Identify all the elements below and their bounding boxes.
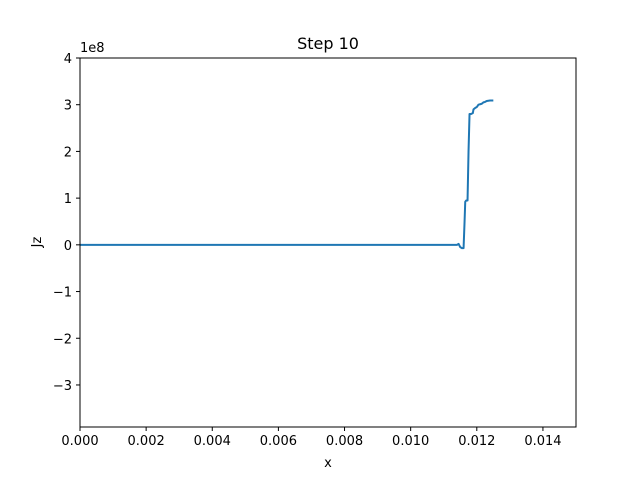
series-line <box>80 99 494 250</box>
y-tick-label: 4 <box>64 52 72 67</box>
chart-title: Step 10 <box>297 34 359 53</box>
y-offset-label: 1e8 <box>80 41 105 56</box>
x-tick-label: 0.010 <box>392 434 429 449</box>
y-tick-label: −3 <box>53 379 72 394</box>
y-tick-label: −2 <box>53 332 72 347</box>
y-tick-label: 1 <box>64 192 72 207</box>
x-tick-label: 0.012 <box>458 434 495 449</box>
x-tick-label: 0.008 <box>326 434 363 449</box>
x-axis-label: x <box>324 456 332 471</box>
y-tick-label: 2 <box>64 145 72 160</box>
x-tick-label: 0.006 <box>260 434 297 449</box>
plot-frame <box>79 57 577 428</box>
x-tick-label: 0.014 <box>524 434 561 449</box>
y-axis-label: Jz <box>30 237 45 249</box>
y-tick-label: 0 <box>64 239 72 254</box>
y-tick-label: −1 <box>53 286 72 301</box>
x-tick-label: 0.004 <box>194 434 231 449</box>
x-tick-label: 0.002 <box>128 434 165 449</box>
y-tick-label: 3 <box>64 99 72 114</box>
x-tick-label: 0.000 <box>61 434 98 449</box>
